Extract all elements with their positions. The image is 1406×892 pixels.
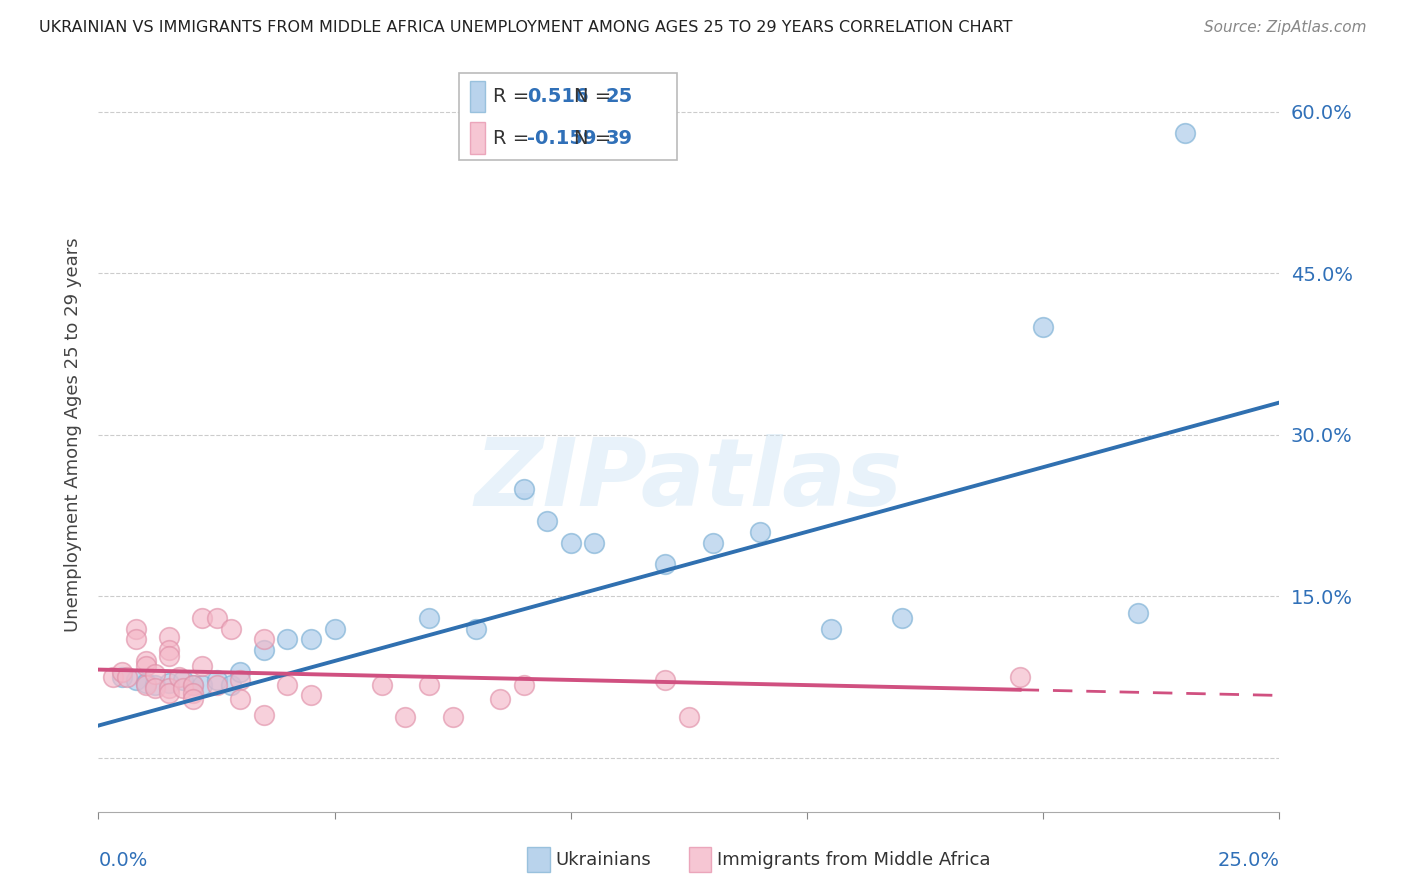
Point [1032,320,1054,334]
Point [890,611,912,625]
Point [157,630,180,644]
Point [512,678,534,692]
Point [229,665,252,679]
Text: Source: ZipAtlas.com: Source: ZipAtlas.com [1204,20,1367,35]
Point [191,611,214,625]
Point [157,675,180,690]
Point [125,673,148,688]
Text: 39: 39 [606,128,633,147]
Text: 25: 25 [606,87,633,106]
Point [299,632,322,647]
Point [157,686,180,700]
Text: 0.516: 0.516 [527,87,588,106]
Point [157,681,180,695]
Point [135,675,157,690]
Point [465,622,488,636]
Text: R =: R = [494,87,536,106]
Point [394,710,416,724]
Text: Immigrants from Middle Africa: Immigrants from Middle Africa [717,851,991,869]
Point [181,678,204,692]
Point [181,686,204,700]
Point [371,678,394,692]
Point [276,632,298,647]
Point [219,678,242,692]
Point [172,681,194,695]
Point [205,611,228,625]
Point [299,689,322,703]
Text: 25.0%: 25.0% [1218,851,1279,870]
Point [654,673,676,688]
Point [181,678,204,692]
Point [111,670,134,684]
Point [205,678,228,692]
Point [101,670,124,684]
Point [678,710,700,724]
Point [205,673,228,688]
Text: Ukrainians: Ukrainians [555,851,651,869]
Point [441,710,464,724]
Point [111,665,134,679]
Text: N =: N = [575,128,617,147]
Point [1008,670,1031,684]
Point [583,535,606,549]
Point [323,622,346,636]
Point [143,681,166,695]
Point [1174,127,1197,141]
Point [229,691,252,706]
Text: -0.159: -0.159 [527,128,596,147]
Point [418,611,440,625]
Point [253,632,276,647]
Text: R =: R = [494,128,536,147]
Point [536,514,558,528]
Point [181,691,204,706]
Point [157,648,180,663]
Point [157,643,180,657]
Point [253,643,276,657]
Point [702,535,724,549]
Point [191,659,214,673]
Text: N =: N = [575,87,617,106]
Point [1126,606,1149,620]
Point [748,524,770,539]
Point [143,678,166,692]
Point [489,691,512,706]
Point [560,535,582,549]
Point [512,482,534,496]
Point [229,673,252,688]
Point [143,666,166,681]
Point [820,622,842,636]
Point [219,622,242,636]
Point [172,673,194,688]
Point [276,678,298,692]
Point [135,678,157,692]
Text: ZIPatlas: ZIPatlas [475,434,903,526]
Point [135,654,157,668]
Point [654,557,676,571]
Text: 0.0%: 0.0% [98,851,148,870]
Y-axis label: Unemployment Among Ages 25 to 29 years: Unemployment Among Ages 25 to 29 years [63,237,82,632]
Point [135,659,157,673]
Point [125,622,148,636]
Point [115,670,138,684]
Text: UKRAINIAN VS IMMIGRANTS FROM MIDDLE AFRICA UNEMPLOYMENT AMONG AGES 25 TO 29 YEAR: UKRAINIAN VS IMMIGRANTS FROM MIDDLE AFRI… [39,20,1012,35]
Point [418,678,440,692]
Point [191,678,214,692]
Point [253,707,276,722]
Point [167,670,190,684]
Point [125,632,148,647]
